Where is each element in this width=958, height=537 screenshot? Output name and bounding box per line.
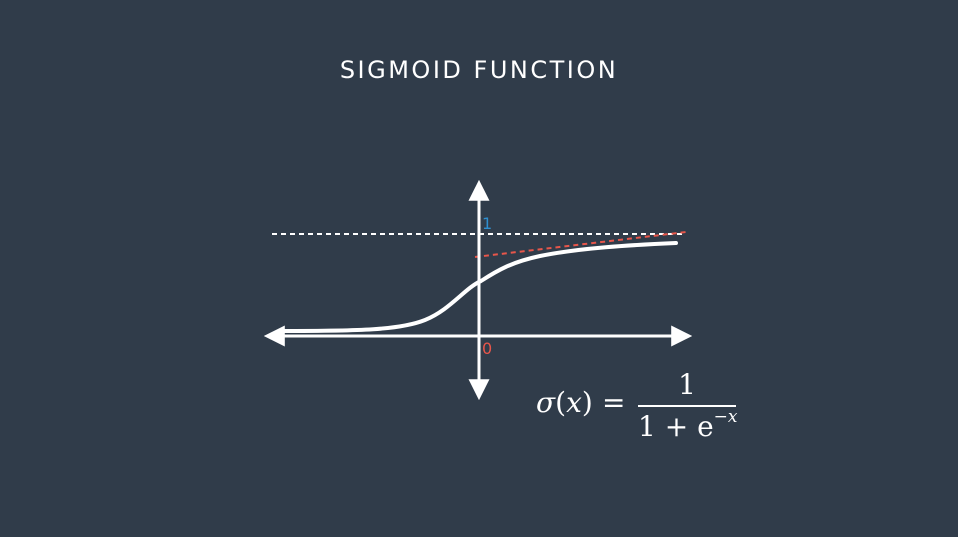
formula-equals: = xyxy=(602,386,626,419)
tick-label-zero: 0 xyxy=(482,339,492,358)
sigmoid-formula: σ(x) = 1 1 + e−x xyxy=(536,366,746,446)
formula-fraction-bar xyxy=(638,405,736,407)
formula-lhs: σ(x) xyxy=(536,386,593,419)
formula-sigma: σ xyxy=(536,386,556,419)
formula-fraction: 1 1 + e−x xyxy=(638,366,738,446)
formula-numerator: 1 xyxy=(678,368,696,401)
formula-denominator: 1 + e−x xyxy=(638,407,738,443)
slide-title: SIGMOID FUNCTION xyxy=(339,56,619,84)
tick-label-one: 1 xyxy=(482,214,492,233)
formula-open-paren: ( xyxy=(555,386,567,419)
formula-close-paren: ) xyxy=(581,386,593,419)
sigmoid-curve xyxy=(278,241,678,333)
formula-exponent: −x xyxy=(713,407,738,427)
formula-denominator-base: 1 + e xyxy=(638,410,714,443)
formula-variable: x xyxy=(566,386,582,419)
